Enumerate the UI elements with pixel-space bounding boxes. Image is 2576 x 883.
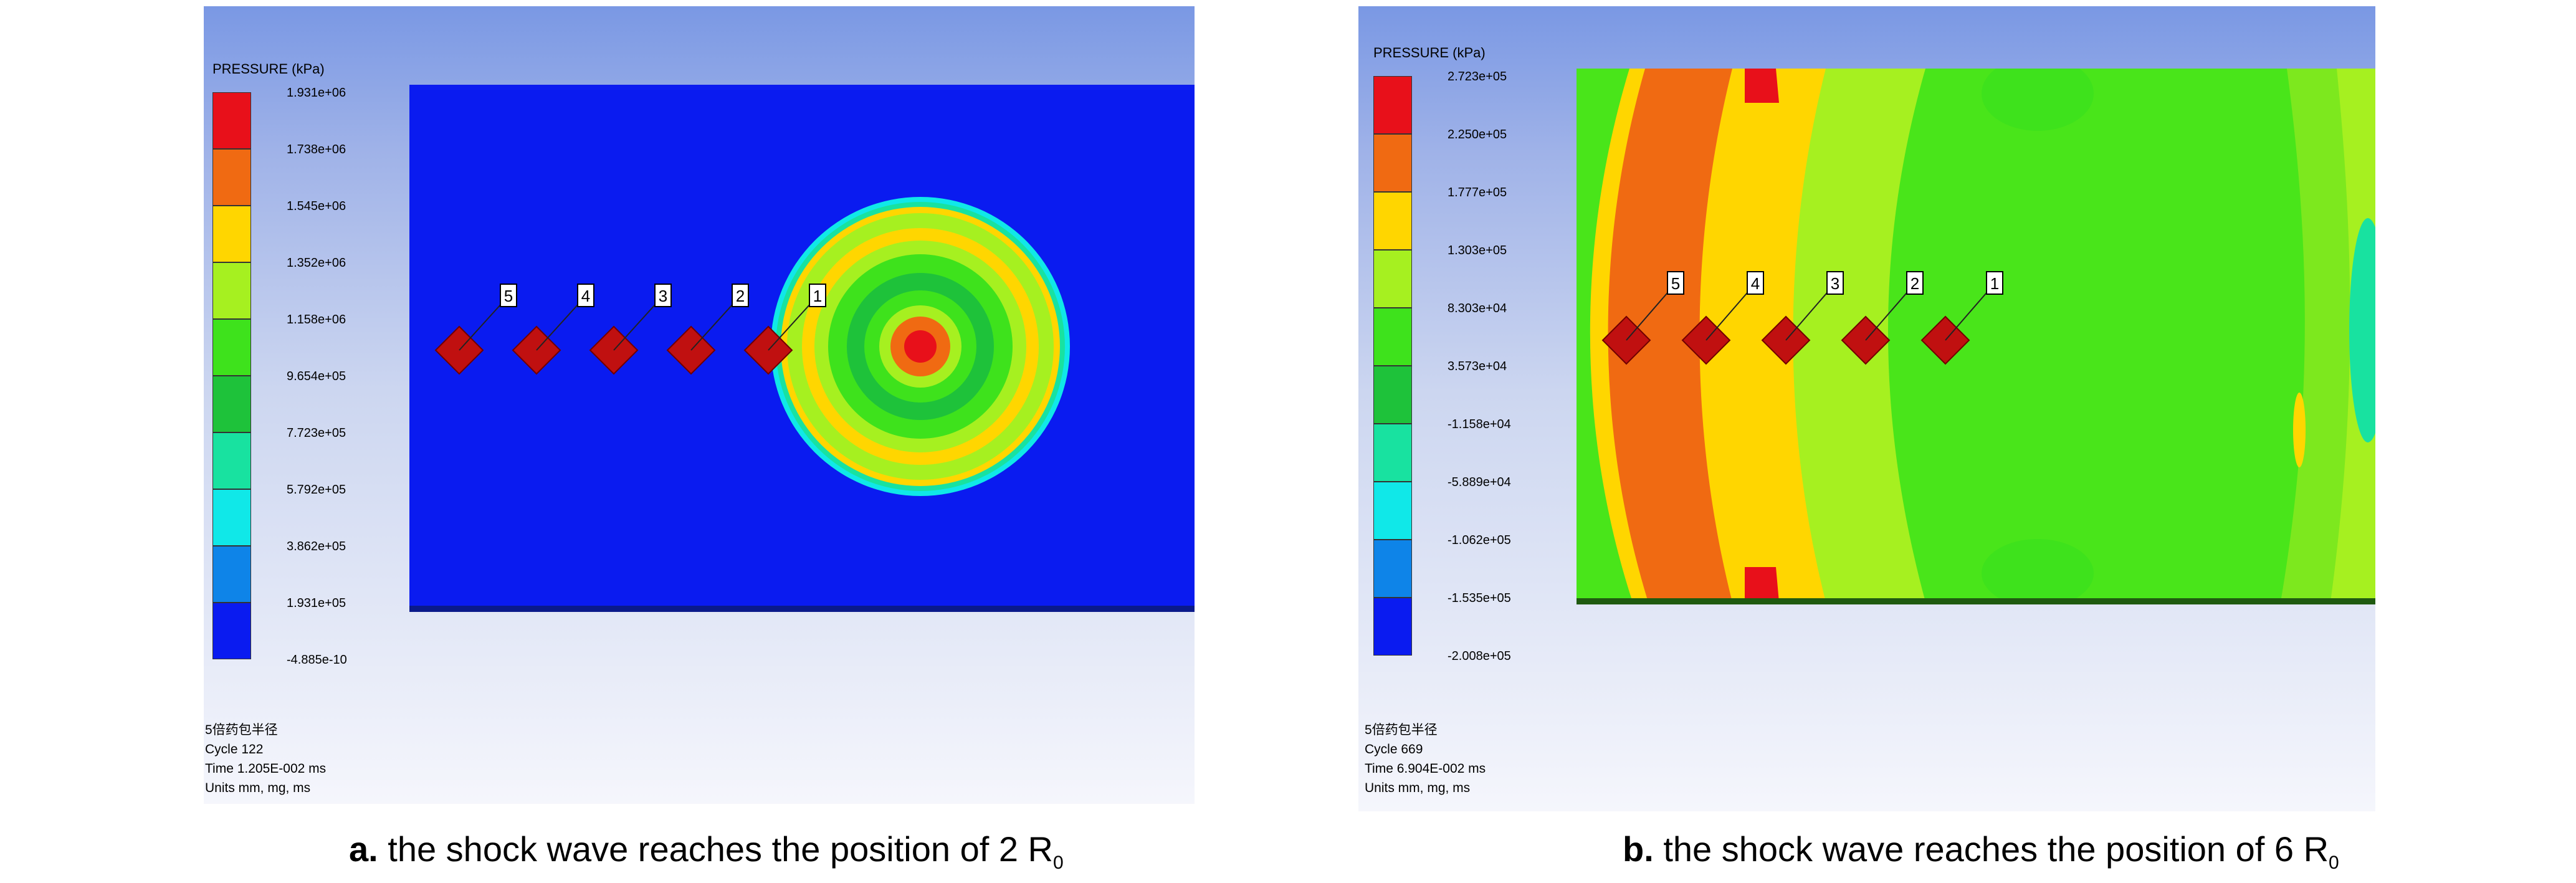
legend-title: PRESSURE (kPa) [1373,45,1486,60]
caption-subscript: 0 [1052,852,1064,874]
legend-swatch [212,432,251,489]
legend-swatch [212,319,251,376]
gauge-marker-2: 2 [666,284,749,375]
legend-tick-label: 1.303e+05 [1448,244,1507,257]
gauge-marker-4: 4 [1681,271,1764,365]
legend-swatch [1373,540,1412,598]
units-label: Units mm, mg, ms [205,781,311,795]
legend-swatch [212,206,251,262]
simulation-panel-b: PRESSURE (kPa) 2.723e+05 2.250e+05 1.777e+… [1358,6,2375,811]
legend-tick-label: 1.738e+06 [287,143,346,156]
gauge-marker-1: 1 [743,284,826,375]
legend-swatch [212,262,251,319]
gauge-label: 4 [581,287,590,305]
legend-tick-label: 1.545e+06 [287,199,346,213]
simulation-panel-a: PRESSURE (kPa) 1.931e+06 1.738e+06 1.545e+… [204,6,1195,804]
caption-b: b. the shock wave reaches the position o… [1623,829,2339,874]
gauge-label: 5 [1671,274,1680,293]
legend-tick-label: -1.158e+04 [1448,418,1511,431]
model-name: 5倍药包半径 [205,723,278,737]
legend-swatch [1373,424,1412,482]
legend-swatch [1373,598,1412,656]
gauge-label: 1 [1990,274,1999,293]
gauge-overlay: 5 4 3 2 1 [434,284,826,375]
legend-tick-label: 1.931e+06 [287,86,346,100]
legend-tick-label: 9.654e+05 [287,370,346,383]
legend-swatch [212,603,251,659]
legend-swatch [1373,482,1412,540]
gauge-label: 5 [504,287,513,305]
legend-tick-label: 2.723e+05 [1448,70,1507,84]
shock-wave-front [1590,69,2375,602]
pressure-contour-svg [1577,69,2375,602]
caption-letter: b. [1623,829,1654,869]
gauge-label: 2 [736,287,745,305]
pressure-legend-bar [212,92,252,659]
cycle-label: Cycle 669 [1365,742,1423,757]
cycle-label: Cycle 122 [205,742,264,757]
units-label: Units mm, mg, ms [1365,781,1471,795]
legend-tick-label: 1.931e+05 [287,596,346,610]
simulation-info: 5倍药包半径 Cycle 122 Time 1.205E-002 ms Unit… [205,720,326,798]
legend-swatch [1373,76,1412,134]
gauge-marker-3: 3 [1761,271,1844,365]
time-label: Time 6.904E-002 ms [1365,761,1486,776]
legend-tick-label: -5.889e+04 [1448,475,1511,489]
pressure-legend-bar [1373,76,1413,656]
gauge-marker-3: 3 [589,284,672,375]
legend-swatch [212,92,251,149]
legend-tick-label: 2.250e+05 [1448,128,1507,141]
legend-tick-label: 3.573e+04 [1448,360,1507,373]
gauge-label: 3 [659,287,667,305]
gauge-label: 3 [1831,274,1839,293]
gauge-marker-5: 5 [1601,271,1684,365]
legend-title: PRESSURE (kPa) [212,61,325,77]
ground-edge [409,606,1195,612]
legend-swatch [212,376,251,432]
pressure-contour-view [1577,69,2375,602]
ground-edge [1577,598,2375,604]
gauge-label: 2 [1911,274,1919,293]
caption-text: the shock wave reaches the position of 6… [1653,829,2329,869]
caption-subscript: 0 [2329,852,2339,874]
legend-swatch [1373,192,1412,250]
legend-tick-label: -4.885e-10 [287,653,347,667]
legend-swatch [212,546,251,603]
legend-tick-label: -1.535e+05 [1448,591,1511,605]
legend-swatch [1373,366,1412,424]
gauge-marker-2: 2 [1841,271,1924,365]
legend-tick-label: -2.008e+05 [1448,649,1511,663]
simulation-info: 5倍药包半径 Cycle 669 Time 6.904E-002 ms Unit… [1365,720,1486,798]
legend-tick-label: -1.062e+05 [1448,533,1511,547]
gauge-label: 4 [1751,274,1760,293]
legend-tick-label: 5.792e+05 [287,483,346,497]
gauge-marker-5: 5 [434,284,517,375]
model-name: 5倍药包半径 [1365,723,1438,737]
shock-wave-circle [771,197,1070,496]
legend-swatch [212,489,251,546]
caption-text: the shock wave reaches the position of 2… [378,829,1053,869]
legend-tick-label: 8.303e+04 [1448,302,1507,315]
legend-swatch [1373,250,1412,308]
legend-tick-label: 1.777e+05 [1448,186,1507,199]
gauge-label: 1 [813,287,822,305]
legend-tick-label: 3.862e+05 [287,540,346,553]
gauge-overlay: 5 4 3 2 1 [1601,271,2003,365]
legend-tick-label: 1.352e+06 [287,256,346,270]
legend-swatch [1373,308,1412,366]
legend-swatch [212,149,251,206]
gauge-marker-1: 1 [1920,271,2003,365]
caption-letter: a. [349,829,378,869]
legend-tick-label: 1.158e+06 [287,313,346,327]
legend-tick-label: 7.723e+05 [287,426,346,440]
legend-swatch [1373,134,1412,192]
time-label: Time 1.205E-002 ms [205,761,327,776]
gauge-marker-4: 4 [512,284,594,375]
caption-a: a. the shock wave reaches the position o… [349,829,1064,874]
